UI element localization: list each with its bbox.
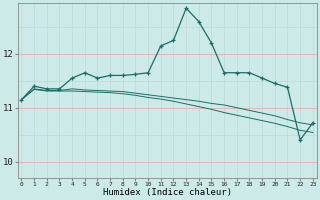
X-axis label: Humidex (Indice chaleur): Humidex (Indice chaleur) [103,188,232,197]
